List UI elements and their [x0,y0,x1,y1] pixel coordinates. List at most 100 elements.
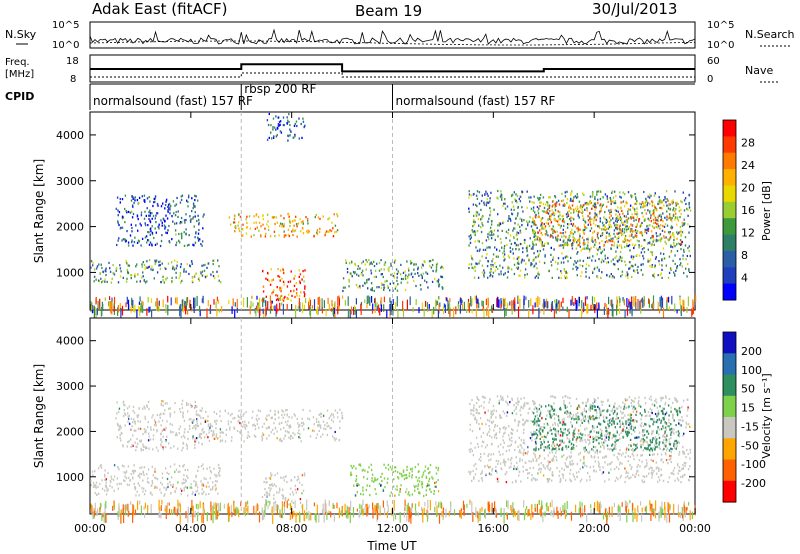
echo-cell [203,269,206,272]
echo-cell [287,233,290,236]
scatter-speckle [426,509,428,517]
echo-cell [650,244,653,247]
echo-cell [105,270,107,273]
echo-cell [147,231,149,234]
echo-cell [193,244,195,247]
scatter-speckle [295,308,297,319]
scatter-speckle [483,307,485,318]
echo-cell [408,475,411,478]
echo-cell [577,251,579,254]
scatter-speckle [654,507,656,516]
echo-cell [661,264,663,267]
echo-cell [133,464,135,467]
echo-cell [582,414,584,417]
echo-cell [557,220,559,223]
echo-cell [247,434,249,437]
echo-cell [407,493,409,496]
echo-cell [121,198,124,201]
echo-cell [621,228,624,231]
echo-cell [425,489,427,492]
echo-cell [607,447,609,450]
echo-cell [234,215,236,218]
echo-cell [547,445,549,448]
scatter-speckle [101,513,103,521]
echo-cell [589,248,591,251]
echo-cell [413,484,415,488]
echo-cell [378,482,381,485]
echo-cell [342,286,345,289]
echo-cell [112,264,114,267]
echo-cell [261,437,264,440]
scatter-speckle [350,306,353,315]
echo-cell [282,476,284,479]
scatter-speckle [553,507,555,513]
echo-cell [109,479,112,483]
echo-cell [194,274,196,277]
scatter-speckle [97,300,99,309]
echo-cell [654,192,656,195]
scatter-speckle [227,503,229,514]
echo-cell [353,465,355,468]
echo-cell [679,230,681,234]
echo-cell [630,223,632,226]
echo-cell [136,199,139,202]
echo-cell [122,445,124,448]
echo-cell [590,223,592,226]
echo-cell [175,241,178,244]
echo-cell [389,494,391,497]
scatter-speckle [433,306,435,315]
echo-cell [148,432,150,435]
echo-cell [137,239,140,242]
scatter-speckle [216,308,218,317]
echo-cell [187,205,189,208]
echo-cell [198,218,200,221]
echo-cell [369,484,371,488]
echo-cell [533,230,536,233]
echo-cell [627,276,629,280]
echo-cell [649,242,651,245]
scatter-speckle [369,296,371,306]
echo-cell [678,209,681,213]
echo-cell [387,268,389,271]
echo-cell [415,485,417,488]
echo-cell [246,215,248,218]
echo-cell [276,133,278,137]
echo-cell [266,491,268,495]
echo-cell [520,231,522,234]
echo-cell [237,414,239,417]
echo-cell [532,259,534,262]
echo-cell [119,275,122,278]
echo-cell [520,413,522,417]
echo-cell [221,439,224,442]
scatter-speckle [631,306,633,317]
echo-cell [632,265,634,268]
echo-cell [518,274,520,277]
echo-cell [611,276,613,279]
echo-cell [676,223,678,226]
echo-cell [563,224,565,227]
echo-cell [117,221,119,224]
echo-cell [664,223,667,226]
echo-cell [492,265,495,268]
echo-cell [167,210,169,213]
echo-cell [619,250,622,253]
echo-cell [413,268,415,271]
echo-cell [120,439,122,442]
echo-cell [324,234,326,237]
echo-cell [192,207,194,210]
echo-cell [436,280,438,283]
echo-cell [131,469,134,473]
echo-cell [196,418,198,421]
scatter-speckle [147,506,149,514]
scatter-speckle [668,306,670,310]
scatter-speckle [100,306,102,317]
echo-cell [673,446,676,449]
echo-cell [631,206,634,209]
echo-cell [429,471,431,474]
echo-cell [503,462,506,465]
echo-cell [554,206,556,209]
echo-cell [222,431,224,434]
echo-cell [475,214,478,217]
scatter-speckle [360,305,362,315]
echo-cell [304,269,306,272]
